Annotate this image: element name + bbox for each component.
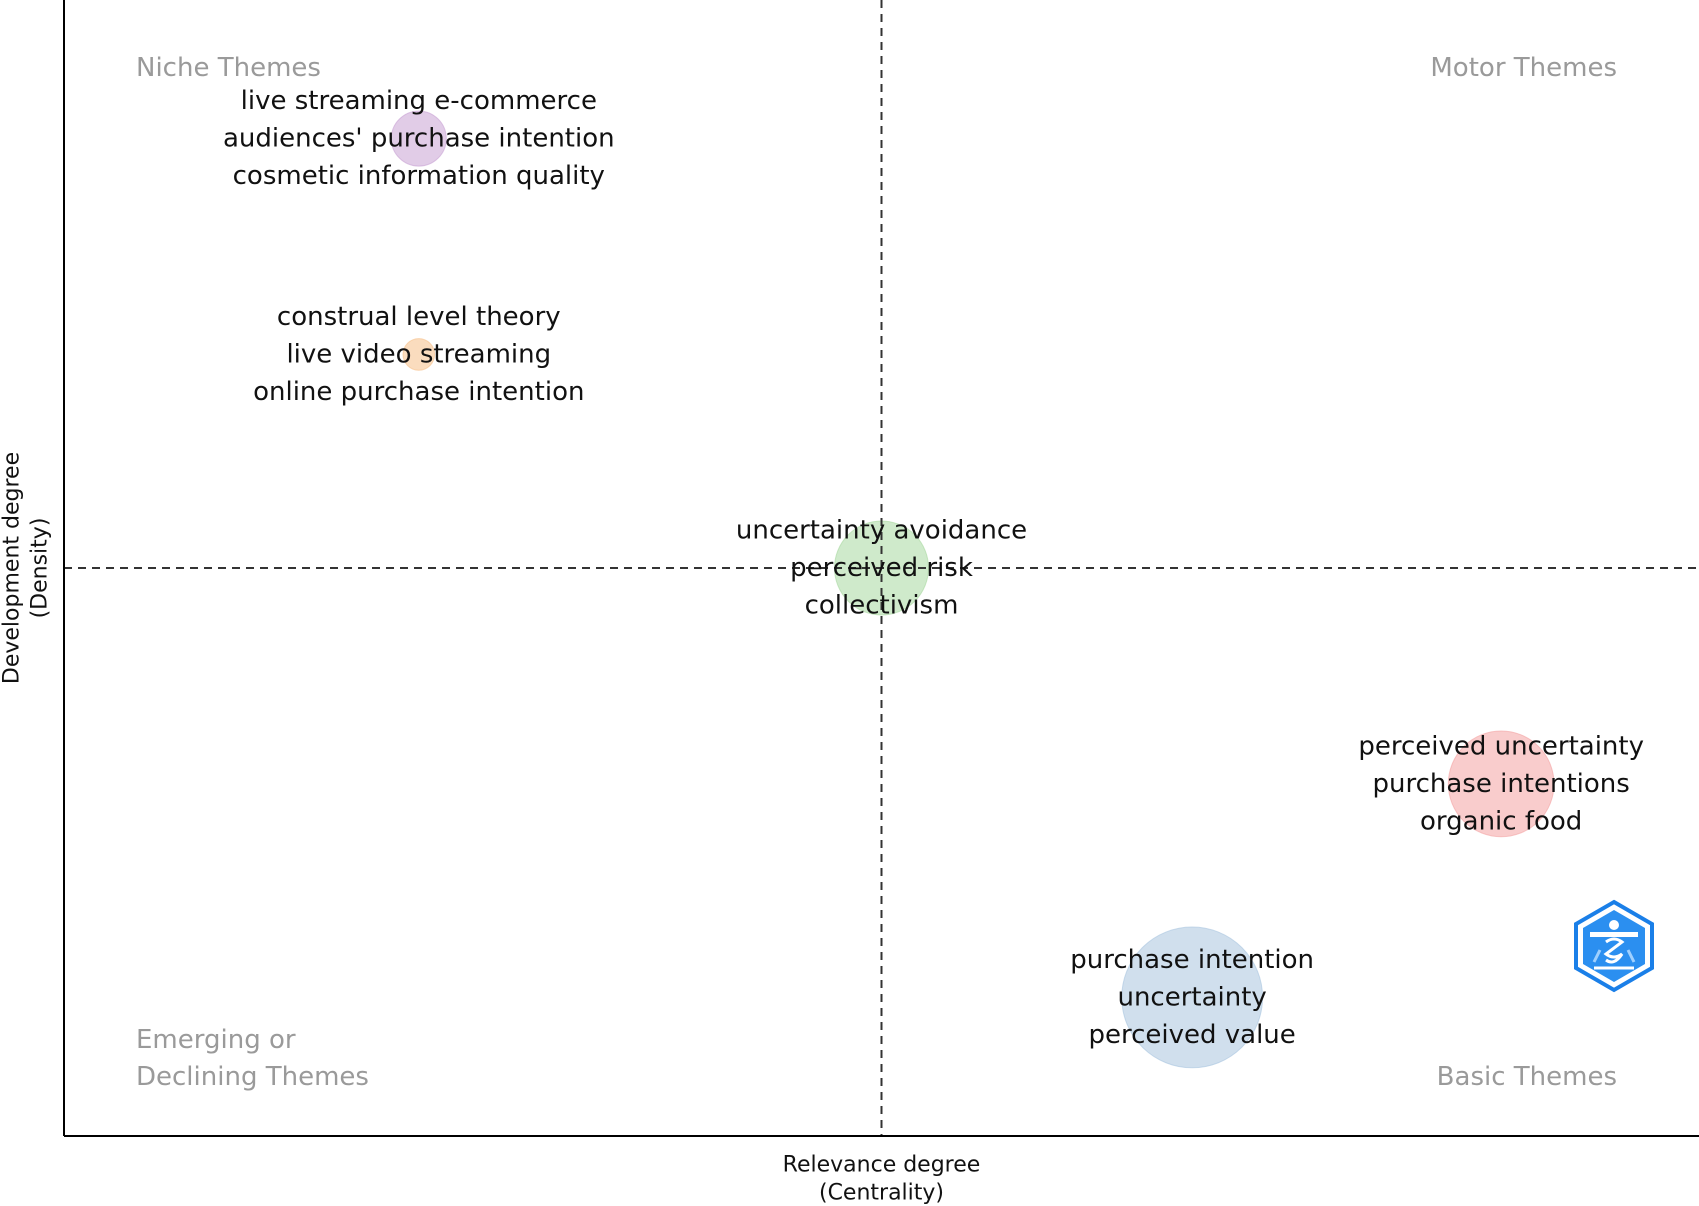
x-axis-title: Relevance degree (Centrality) [783, 1153, 981, 1206]
cluster-bubble-2 [402, 338, 436, 371]
quadrant-label-line-1: Motor Themes [1430, 53, 1617, 83]
cluster-5-keyword-1: purchase intention [1070, 945, 1314, 975]
cluster-bubbles [390, 110, 1555, 1069]
cluster-5-keyword-3: perceived value [1088, 1020, 1295, 1050]
cluster-5-keyword-2: uncertainty [1117, 982, 1266, 1012]
cluster-2-keyword-1: construal level theory [277, 302, 561, 332]
quadrant-label-niche-themes: Niche Themes [136, 53, 321, 83]
x-axis-title-line-2: (Centrality) [819, 1181, 944, 1206]
quadrant-label-line-1: Basic Themes [1437, 1062, 1617, 1092]
cluster-1-keyword-3: cosmetic information quality [233, 161, 605, 191]
quadrant-label-line-1: Niche Themes [136, 53, 321, 83]
quadrant-label-line-2: Declining Themes [136, 1062, 369, 1092]
cluster-3-keyword-2: perceived risk [790, 553, 973, 583]
y-axis-title-line-2: (Density) [28, 518, 53, 619]
x-axis-title-line-1: Relevance degree [783, 1153, 981, 1178]
y-axis-title: Development degree (Density) [0, 452, 53, 684]
cluster-4-keyword-2: purchase intentions [1372, 769, 1629, 799]
quadrant-label-basic-themes: Basic Themes [1437, 1062, 1617, 1092]
quadrant-label-emerging-declining-themes: Emerging or Declining Themes [136, 1025, 369, 1092]
quadrant-label-motor-themes: Motor Themes [1430, 53, 1617, 83]
cluster-3-keyword-1: uncertainty avoidance [736, 516, 1027, 546]
cluster-1-keyword-2: audiences' purchase intention [223, 124, 615, 154]
quadrant-label-line-1: Emerging or [136, 1025, 296, 1055]
y-axis-title-line-1: Development degree [0, 452, 25, 684]
cluster-1-keyword-1: live streaming e-commerce [241, 86, 597, 116]
cluster-bubble-5 [1121, 926, 1264, 1069]
cluster-4-keyword-1: perceived uncertainty [1358, 731, 1644, 761]
cluster-3-keyword-3: collectivism [805, 591, 959, 621]
cluster-bubble-4 [1447, 730, 1555, 838]
cluster-labels: live streaming e-commerce audiences' purc… [223, 86, 1644, 1050]
cluster-bubble-1 [390, 110, 447, 167]
cluster-4-keyword-3: organic food [1420, 806, 1582, 836]
hexagon-logo-icon [1574, 899, 1654, 993]
cluster-2-keyword-3: online purchase intention [253, 377, 584, 407]
cluster-2-keyword-2: live video streaming [286, 339, 551, 369]
